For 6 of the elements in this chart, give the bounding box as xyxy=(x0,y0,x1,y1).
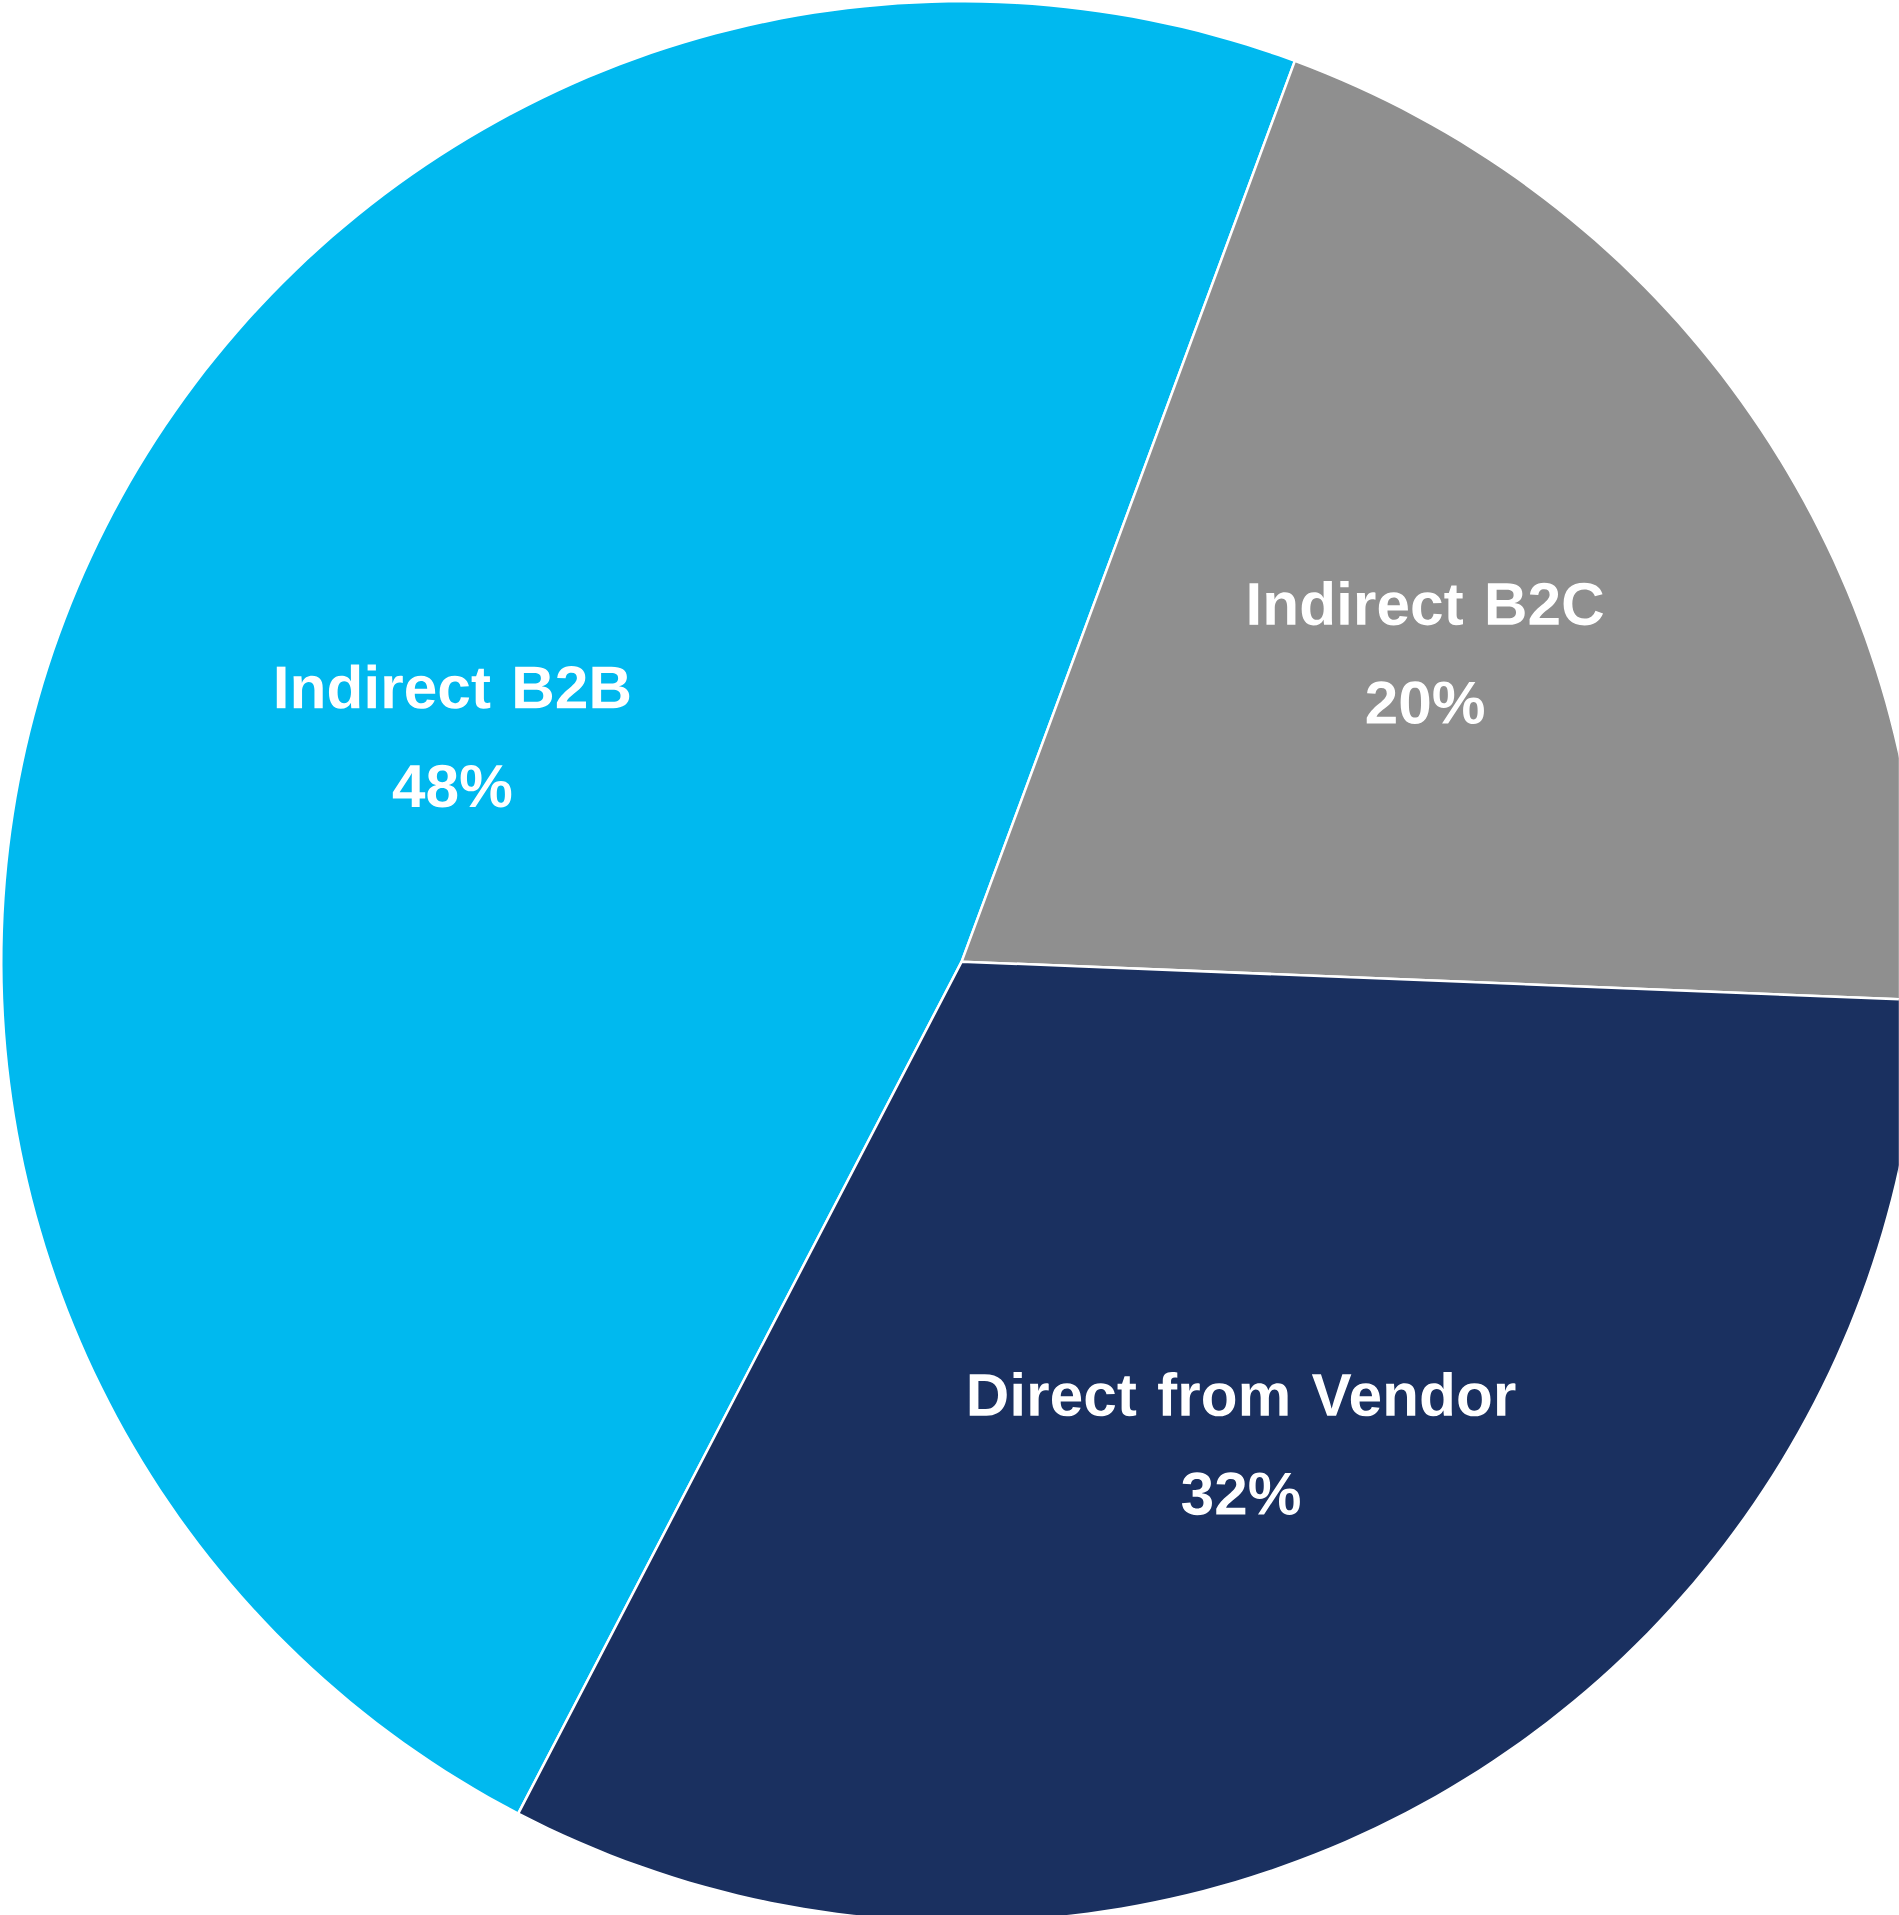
data-label: 32% xyxy=(1182,1472,1300,1516)
slice-label: Indirect B2C xyxy=(1249,581,1604,626)
slice-label: Direct from Vendor xyxy=(969,1372,1516,1417)
data-label: 20% xyxy=(1366,681,1485,725)
data-label: 48% xyxy=(392,764,512,808)
slice-label: Indirect B2B xyxy=(276,664,630,709)
